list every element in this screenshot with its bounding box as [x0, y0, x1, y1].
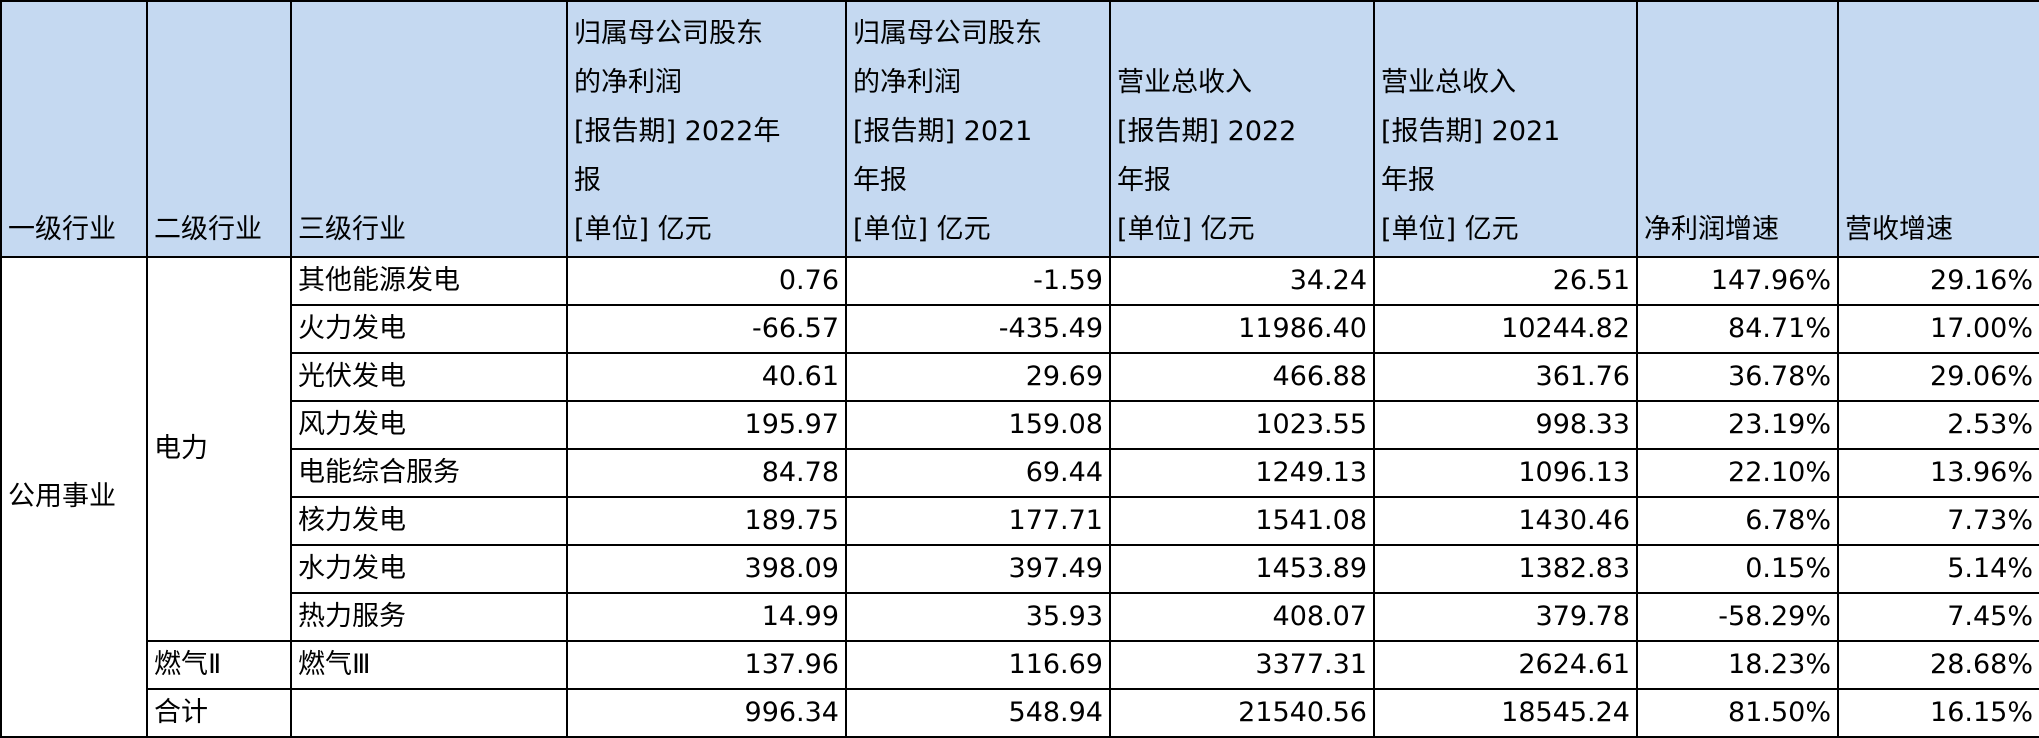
value-cell: 466.88 [1109, 352, 1375, 402]
header-cell: 营业总收入 [报告期] 2022 年报 [单位] 亿元 [1109, 0, 1375, 258]
value-cell: 14.99 [566, 592, 847, 642]
value-cell: -435.49 [845, 304, 1111, 354]
level2-cell: 电力 [146, 256, 292, 642]
value-cell: 177.71 [845, 496, 1111, 546]
table-row: 合计 996.34 548.94 21540.56 18545.24 81.50% 16.1… [1, 688, 2039, 738]
table-row: 核力发电 189.75 177.71 1541.08 1430.46 6.78% 7.73% [1, 496, 2039, 546]
value-cell: 29.16% [1837, 256, 2039, 306]
table-row: 热力服务 14.99 35.93 408.07 379.78 -58.29% 7.45% [1, 592, 2039, 642]
value-cell: 84.78 [566, 448, 847, 498]
header-row: 一级行业 二级行业 三级行业 归属母公司股东 的净利润 [报告期] 2022年 报 [… [0, 0, 2039, 258]
value-cell: 996.34 [566, 688, 847, 738]
header-cell: 归属母公司股东 的净利润 [报告期] 2021 年报 [单位] 亿元 [845, 0, 1111, 258]
value-cell: 84.71% [1636, 304, 1839, 354]
header-cell: 营业总收入 [报告期] 2021 年报 [单位] 亿元 [1373, 0, 1638, 258]
header-cell: 一级行业 [0, 0, 148, 258]
header-cell: 二级行业 [146, 0, 292, 258]
value-cell: 0.76 [566, 256, 847, 306]
value-cell: 17.00% [1837, 304, 2039, 354]
header-cell: 归属母公司股东 的净利润 [报告期] 2022年 报 [单位] 亿元 [566, 0, 847, 258]
level3-cell: 风力发电 [290, 400, 568, 450]
value-cell: 1382.83 [1373, 544, 1638, 594]
value-cell: 26.51 [1373, 256, 1638, 306]
value-cell: 29.69 [845, 352, 1111, 402]
value-cell: 159.08 [845, 400, 1111, 450]
value-cell: 6.78% [1636, 496, 1839, 546]
table-row: 光伏发电 40.61 29.69 466.88 361.76 36.78% 29.06% [1, 352, 2039, 402]
value-cell: 36.78% [1636, 352, 1839, 402]
value-cell: 13.96% [1837, 448, 2039, 498]
table-body: 公用事业 电力 其他能源发电 0.76 -1.59 34.24 26.51 147.96% 29… [0, 256, 2039, 738]
value-cell: 16.15% [1837, 688, 2039, 738]
value-cell: 548.94 [845, 688, 1111, 738]
value-cell: 40.61 [566, 352, 847, 402]
value-cell: 7.73% [1837, 496, 2039, 546]
header-cell: 三级行业 [290, 0, 568, 258]
value-cell: 22.10% [1636, 448, 1839, 498]
value-cell: 23.19% [1636, 400, 1839, 450]
value-cell: 3377.31 [1109, 640, 1375, 690]
header-cell: 营收增速 [1837, 0, 2039, 258]
value-cell: 35.93 [845, 592, 1111, 642]
value-cell: 137.96 [566, 640, 847, 690]
value-cell: 1430.46 [1373, 496, 1638, 546]
value-cell: 998.33 [1373, 400, 1638, 450]
level1-cell: 公用事业 [0, 256, 148, 738]
value-cell: 69.44 [845, 448, 1111, 498]
value-cell: 11986.40 [1109, 304, 1375, 354]
value-cell: 18545.24 [1373, 688, 1638, 738]
level2-cell: 燃气Ⅱ [146, 640, 292, 690]
value-cell: 81.50% [1636, 688, 1839, 738]
value-cell: -66.57 [566, 304, 847, 354]
value-cell: 189.75 [566, 496, 847, 546]
value-cell: 361.76 [1373, 352, 1638, 402]
level3-cell: 燃气Ⅲ [290, 640, 568, 690]
level2-cell: 合计 [146, 688, 292, 738]
value-cell: 18.23% [1636, 640, 1839, 690]
table-row: 燃气Ⅱ 燃气Ⅲ 137.96 116.69 3377.31 2624.61 18.23% 28… [1, 640, 2039, 690]
level3-cell: 电能综合服务 [290, 448, 568, 498]
level3-cell: 光伏发电 [290, 352, 568, 402]
value-cell: 10244.82 [1373, 304, 1638, 354]
value-cell: 29.06% [1837, 352, 2039, 402]
value-cell: 0.15% [1636, 544, 1839, 594]
value-cell: 21540.56 [1109, 688, 1375, 738]
value-cell: 1453.89 [1109, 544, 1375, 594]
value-cell: 1096.13 [1373, 448, 1638, 498]
table-row: 水力发电 398.09 397.49 1453.89 1382.83 0.15% 5.14% [1, 544, 2039, 594]
value-cell: 379.78 [1373, 592, 1638, 642]
level3-cell: 核力发电 [290, 496, 568, 546]
table-row: 火力发电 -66.57 -435.49 11986.40 10244.82 84.71% 1… [1, 304, 2039, 354]
level3-cell: 水力发电 [290, 544, 568, 594]
value-cell: 2624.61 [1373, 640, 1638, 690]
value-cell: -58.29% [1636, 592, 1839, 642]
value-cell: 147.96% [1636, 256, 1839, 306]
table-row: 公用事业 电力 其他能源发电 0.76 -1.59 34.24 26.51 147.96% 29… [0, 256, 2039, 738]
value-cell: 34.24 [1109, 256, 1375, 306]
value-cell: -1.59 [845, 256, 1111, 306]
level3-cell: 热力服务 [290, 592, 568, 642]
value-cell: 1541.08 [1109, 496, 1375, 546]
empty-cell [290, 688, 568, 738]
value-cell: 1249.13 [1109, 448, 1375, 498]
value-cell: 195.97 [566, 400, 847, 450]
table-row: 风力发电 195.97 159.08 1023.55 998.33 23.19% 2.53% [1, 400, 2039, 450]
value-cell: 28.68% [1837, 640, 2039, 690]
level3-cell: 其他能源发电 [290, 256, 568, 306]
value-cell: 408.07 [1109, 592, 1375, 642]
value-cell: 397.49 [845, 544, 1111, 594]
value-cell: 2.53% [1837, 400, 2039, 450]
value-cell: 5.14% [1837, 544, 2039, 594]
value-cell: 398.09 [566, 544, 847, 594]
value-cell: 1023.55 [1109, 400, 1375, 450]
level3-cell: 火力发电 [290, 304, 568, 354]
value-cell: 7.45% [1837, 592, 2039, 642]
table-row: 电能综合服务 84.78 69.44 1249.13 1096.13 22.10% 13.9… [1, 448, 2039, 498]
header-cell: 净利润增速 [1636, 0, 1839, 258]
value-cell: 116.69 [845, 640, 1111, 690]
